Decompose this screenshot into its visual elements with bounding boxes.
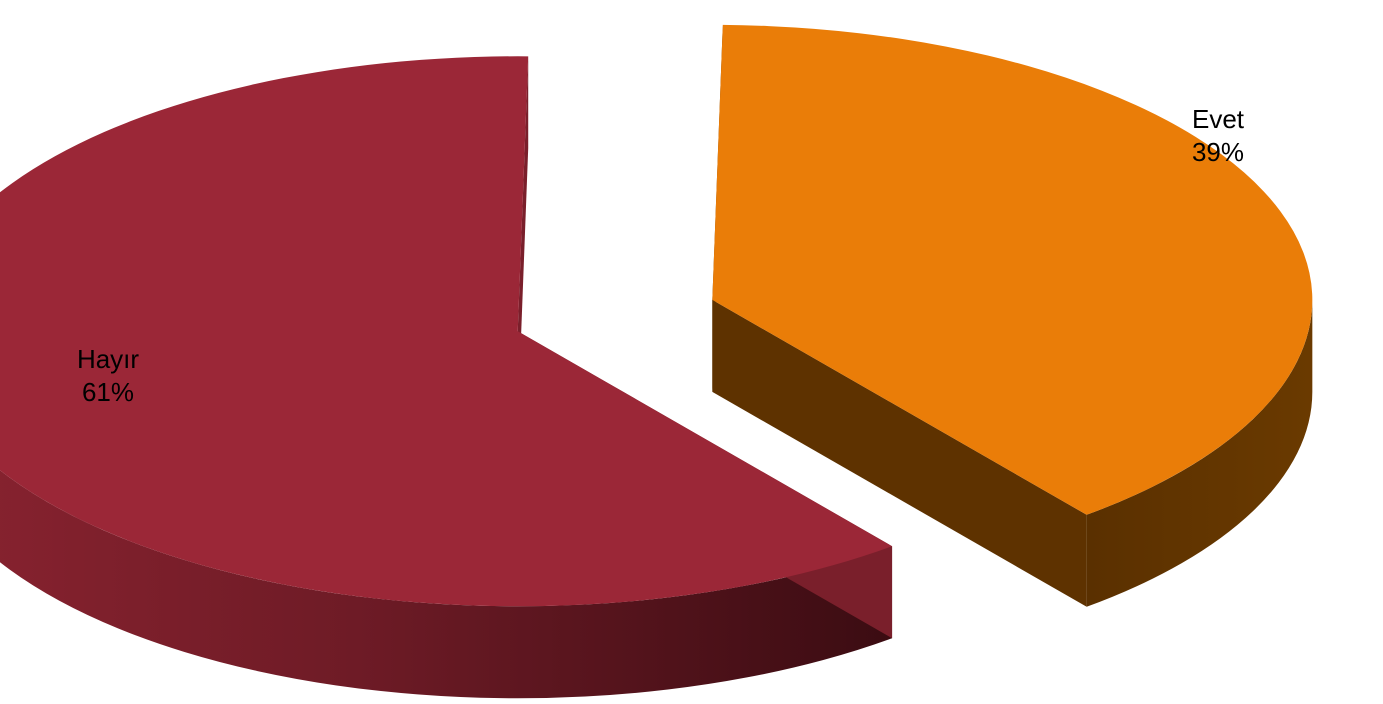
label-evet-percent: 39% [1192, 137, 1244, 167]
label-hayir-percent: 61% [82, 377, 134, 407]
slice-hayir-top [0, 56, 893, 607]
slice-hayir-cut-wall-end [517, 56, 529, 424]
slice-hayir-outer-wall [0, 470, 893, 699]
label-hayir-name: Hayır [77, 344, 139, 374]
slice-evet-cut-wall-end [712, 299, 1087, 607]
slice-evet-outer-wall [1086, 299, 1313, 607]
slice-evet-top [712, 24, 1313, 515]
label-evet-name: Evet [1192, 104, 1245, 134]
